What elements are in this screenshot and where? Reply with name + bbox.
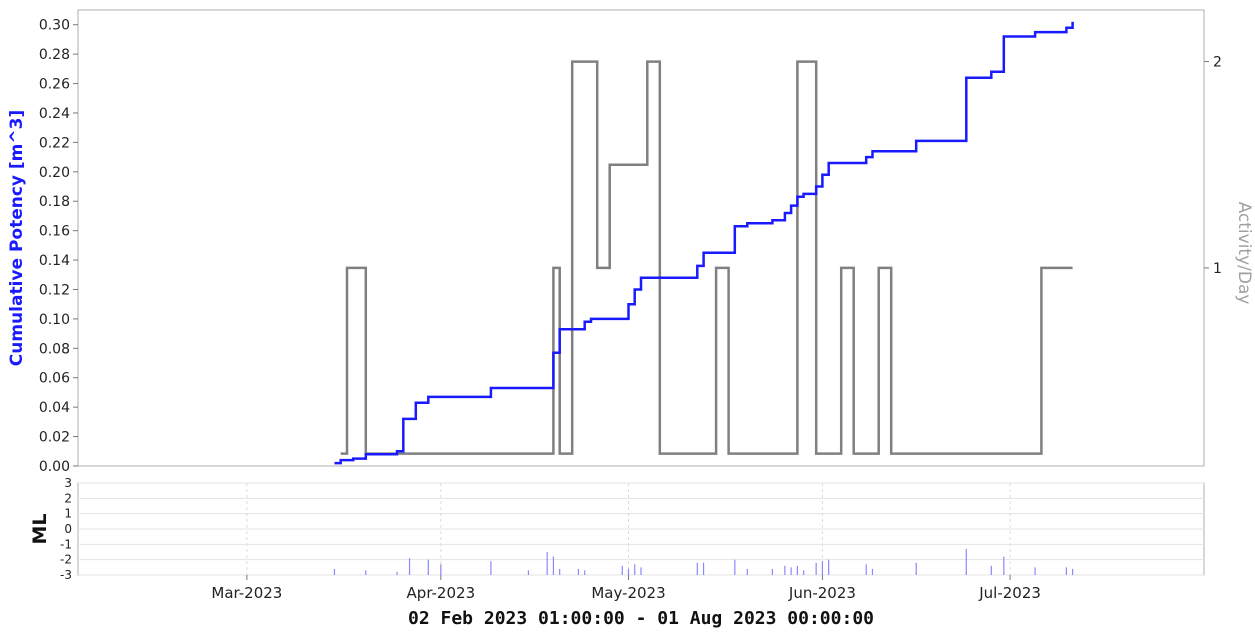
ml-tick-label: -1: [60, 537, 72, 551]
x-tick-label: Jul-2023: [978, 584, 1041, 602]
x-tick-label: Mar-2023: [211, 584, 282, 602]
left-tick-label: 0.02: [39, 430, 70, 446]
left-tick-label: 0.12: [39, 282, 70, 298]
left-tick-label: 0.22: [39, 135, 70, 151]
ml-tick-label: 2: [64, 491, 72, 505]
cumulative-series: [334, 21, 1074, 465]
left-tick-label: 0.08: [39, 341, 70, 357]
x-tick-label: Apr-2023: [407, 584, 476, 602]
x-tick-label: Jun-2023: [788, 584, 856, 602]
ml-tick-label: -3: [60, 568, 72, 582]
left-tick-label: 0.18: [39, 194, 70, 210]
ml-events: [333, 548, 1074, 575]
left-tick-label: 0.06: [39, 371, 70, 387]
cumulative-step-line: [334, 21, 1074, 465]
x-axis-ticks: Mar-2023 Apr-2023 May-2023 Jun-2023 Jul-2023: [211, 575, 1041, 602]
left-tick-label: 0.10: [39, 312, 70, 328]
left-tick-label: 0.00: [39, 459, 70, 475]
activity-series: [340, 60, 1073, 455]
ml-axis-ticks: 32 10-1 -2-3: [60, 476, 72, 582]
top-plot-frame: [77, 9, 1205, 467]
ml-tick-label: -2: [60, 553, 72, 567]
ml-tick-label: 3: [64, 476, 72, 490]
left-tick-label: 0.24: [39, 106, 70, 122]
left-tick-label: 0.20: [39, 165, 70, 181]
left-axis-ticks: 0.00 0.02 0.04 0.06 0.08 0.10 0.12 0.14 0.16 0.18…: [39, 18, 78, 475]
ml-tick-label: 1: [64, 507, 72, 521]
right-axis-label: Activity/Day: [1234, 202, 1254, 305]
left-tick-label: 0.26: [39, 77, 70, 93]
left-tick-label: 0.28: [39, 47, 70, 63]
ml-tick-label: 0: [64, 522, 72, 536]
ml-grid: [78, 482, 1204, 576]
left-tick-label: 0.04: [39, 400, 70, 416]
ml-axis-label: ML: [29, 513, 51, 544]
x-tick-label: May-2023: [591, 584, 665, 602]
left-tick-label: 0.30: [39, 18, 70, 34]
x-axis-label: 02 Feb 2023 01:00:00 - 01 Aug 2023 00:00…: [408, 608, 874, 629]
left-axis-label: Cumulative Potency [m^3]: [7, 110, 27, 366]
right-axis-ticks: 12: [1204, 55, 1222, 277]
left-tick-label: 0.14: [39, 253, 70, 269]
right-tick-label: 1: [1213, 261, 1222, 277]
left-tick-label: 0.16: [39, 224, 70, 240]
activity-step-line: [340, 60, 1073, 455]
right-tick-label: 2: [1213, 55, 1222, 71]
